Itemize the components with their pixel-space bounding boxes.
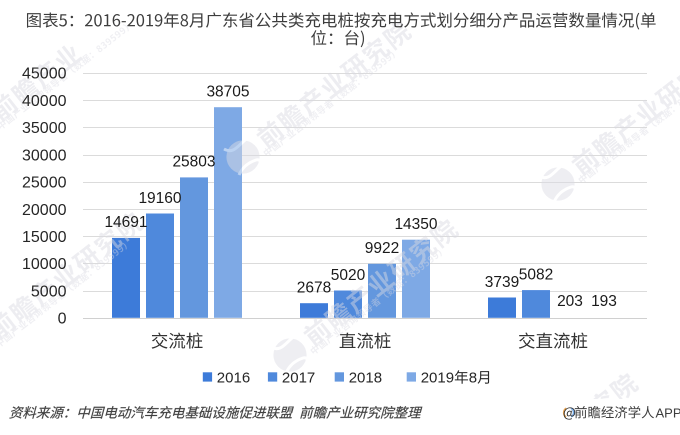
svg-text:2678: 2678: [297, 280, 331, 297]
svg-text:19160: 19160: [138, 190, 181, 207]
svg-text:8: 8: [469, 370, 477, 387]
svg-text:38705: 38705: [206, 84, 249, 101]
svg-text:45000: 45000: [22, 66, 67, 83]
svg-text:35000: 35000: [22, 120, 67, 137]
svg-text:5020: 5020: [331, 267, 366, 284]
svg-text:5082: 5082: [519, 266, 553, 283]
svg-text:20000: 20000: [22, 202, 67, 219]
svg-text:203: 203: [557, 293, 583, 310]
svg-text:0: 0: [58, 311, 67, 328]
svg-text:2017: 2017: [282, 370, 315, 387]
svg-text:2018: 2018: [349, 370, 382, 387]
svg-text:14691: 14691: [104, 214, 147, 231]
svg-text:APP: APP: [656, 405, 680, 420]
svg-text:15000: 15000: [22, 229, 67, 246]
svg-text:3739: 3739: [485, 274, 519, 291]
svg-text:2016: 2016: [217, 370, 250, 387]
svg-text:9922: 9922: [365, 240, 399, 257]
svg-text:14350: 14350: [394, 216, 437, 233]
svg-text:30000: 30000: [22, 147, 67, 164]
svg-text:25803: 25803: [172, 154, 215, 171]
svg-text:193: 193: [591, 293, 617, 310]
svg-text:40000: 40000: [22, 93, 67, 110]
svg-text:25000: 25000: [22, 175, 67, 192]
svg-text:10000: 10000: [22, 256, 67, 273]
svg-text:5000: 5000: [31, 283, 67, 300]
svg-text:2019: 2019: [421, 370, 454, 387]
